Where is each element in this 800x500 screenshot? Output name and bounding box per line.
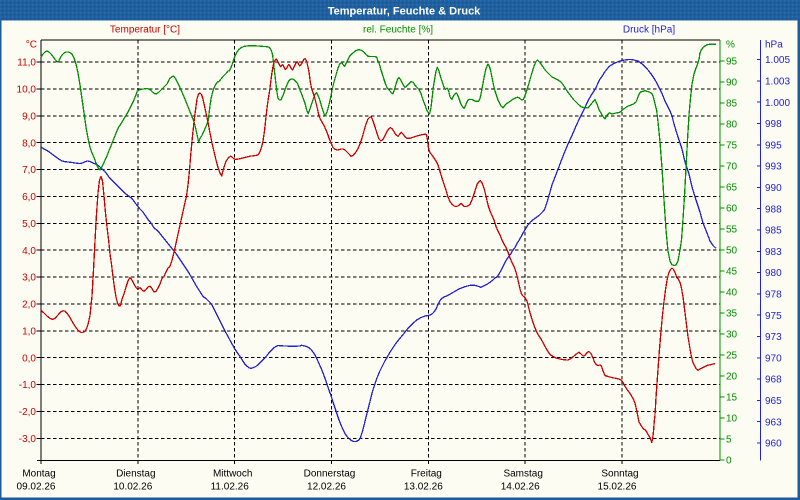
svg-text:5: 5 — [726, 435, 732, 446]
svg-text:0,0: 0,0 — [22, 353, 36, 364]
svg-text:13.02.26: 13.02.26 — [404, 482, 443, 493]
svg-text:Sonntag: Sonntag — [601, 469, 638, 480]
svg-text:Donnerstag: Donnerstag — [304, 469, 356, 480]
svg-text:8,0: 8,0 — [22, 138, 36, 149]
svg-text:Temperatur, Feuchte & Druck: Temperatur, Feuchte & Druck — [328, 6, 481, 18]
svg-text:978: 978 — [765, 290, 782, 301]
svg-text:985: 985 — [765, 226, 782, 237]
svg-text:970: 970 — [765, 353, 782, 364]
svg-text:%: % — [726, 40, 735, 51]
svg-text:Freitag: Freitag — [411, 469, 442, 480]
svg-text:30: 30 — [726, 330, 738, 341]
svg-text:75: 75 — [726, 141, 738, 152]
svg-text:993: 993 — [765, 162, 782, 173]
svg-text:963: 963 — [765, 417, 782, 428]
svg-text:5,0: 5,0 — [22, 219, 36, 230]
svg-text:1.003: 1.003 — [765, 77, 790, 88]
svg-text:85: 85 — [726, 99, 738, 110]
svg-text:960: 960 — [765, 439, 782, 450]
svg-text:980: 980 — [765, 268, 782, 279]
svg-text:55: 55 — [726, 225, 738, 236]
svg-text:2,0: 2,0 — [22, 300, 36, 311]
svg-text:25: 25 — [726, 351, 738, 362]
svg-text:973: 973 — [765, 332, 782, 343]
svg-text:Druck [hPa]: Druck [hPa] — [623, 25, 675, 36]
svg-text:45: 45 — [726, 267, 738, 278]
svg-text:-3,0: -3,0 — [19, 434, 37, 445]
svg-text:°C: °C — [26, 40, 37, 51]
svg-text:9,0: 9,0 — [22, 111, 36, 122]
svg-text:983: 983 — [765, 247, 782, 258]
svg-text:50: 50 — [726, 246, 738, 257]
svg-text:65: 65 — [726, 183, 738, 194]
svg-text:hPa: hPa — [765, 40, 783, 51]
svg-text:3,0: 3,0 — [22, 273, 36, 284]
svg-text:-2,0: -2,0 — [19, 407, 37, 418]
svg-text:11.02.26: 11.02.26 — [211, 482, 250, 493]
svg-text:35: 35 — [726, 309, 738, 320]
svg-text:Dienstag: Dienstag — [116, 469, 155, 480]
svg-text:12.02.26: 12.02.26 — [307, 482, 346, 493]
svg-text:Mittwoch: Mittwoch — [213, 469, 252, 480]
svg-text:1.005: 1.005 — [765, 55, 790, 66]
svg-text:4,0: 4,0 — [22, 246, 36, 257]
svg-text:90: 90 — [726, 78, 738, 89]
svg-text:7,0: 7,0 — [22, 165, 36, 176]
svg-text:Samstag: Samstag — [503, 469, 542, 480]
svg-text:15: 15 — [726, 393, 738, 404]
svg-text:-1,0: -1,0 — [19, 380, 37, 391]
svg-text:1,0: 1,0 — [22, 327, 36, 338]
svg-text:10: 10 — [726, 414, 738, 425]
svg-text:10.02.26: 10.02.26 — [113, 482, 152, 493]
svg-text:975: 975 — [765, 311, 782, 322]
svg-text:998: 998 — [765, 119, 782, 130]
svg-text:40: 40 — [726, 288, 738, 299]
svg-text:988: 988 — [765, 204, 782, 215]
svg-text:995: 995 — [765, 140, 782, 151]
svg-text:10,0: 10,0 — [17, 85, 37, 96]
svg-text:Montag: Montag — [22, 469, 55, 480]
svg-text:60: 60 — [726, 204, 738, 215]
svg-text:990: 990 — [765, 183, 782, 194]
svg-text:70: 70 — [726, 162, 738, 173]
svg-text:0: 0 — [726, 456, 732, 467]
svg-text:Temperatur [°C]: Temperatur [°C] — [110, 25, 180, 36]
svg-text:80: 80 — [726, 120, 738, 131]
svg-text:15.02.26: 15.02.26 — [598, 482, 637, 493]
svg-text:11,0: 11,0 — [17, 58, 36, 69]
svg-text:20: 20 — [726, 372, 738, 383]
svg-text:1.000: 1.000 — [765, 98, 790, 109]
svg-text:968: 968 — [765, 375, 782, 386]
svg-text:965: 965 — [765, 396, 782, 407]
svg-text:95: 95 — [726, 57, 738, 68]
svg-text:6,0: 6,0 — [22, 192, 36, 203]
svg-text:14.02.26: 14.02.26 — [501, 482, 540, 493]
svg-text:09.02.26: 09.02.26 — [17, 482, 56, 493]
svg-text:rel. Feuchte [%]: rel. Feuchte [%] — [363, 25, 433, 36]
